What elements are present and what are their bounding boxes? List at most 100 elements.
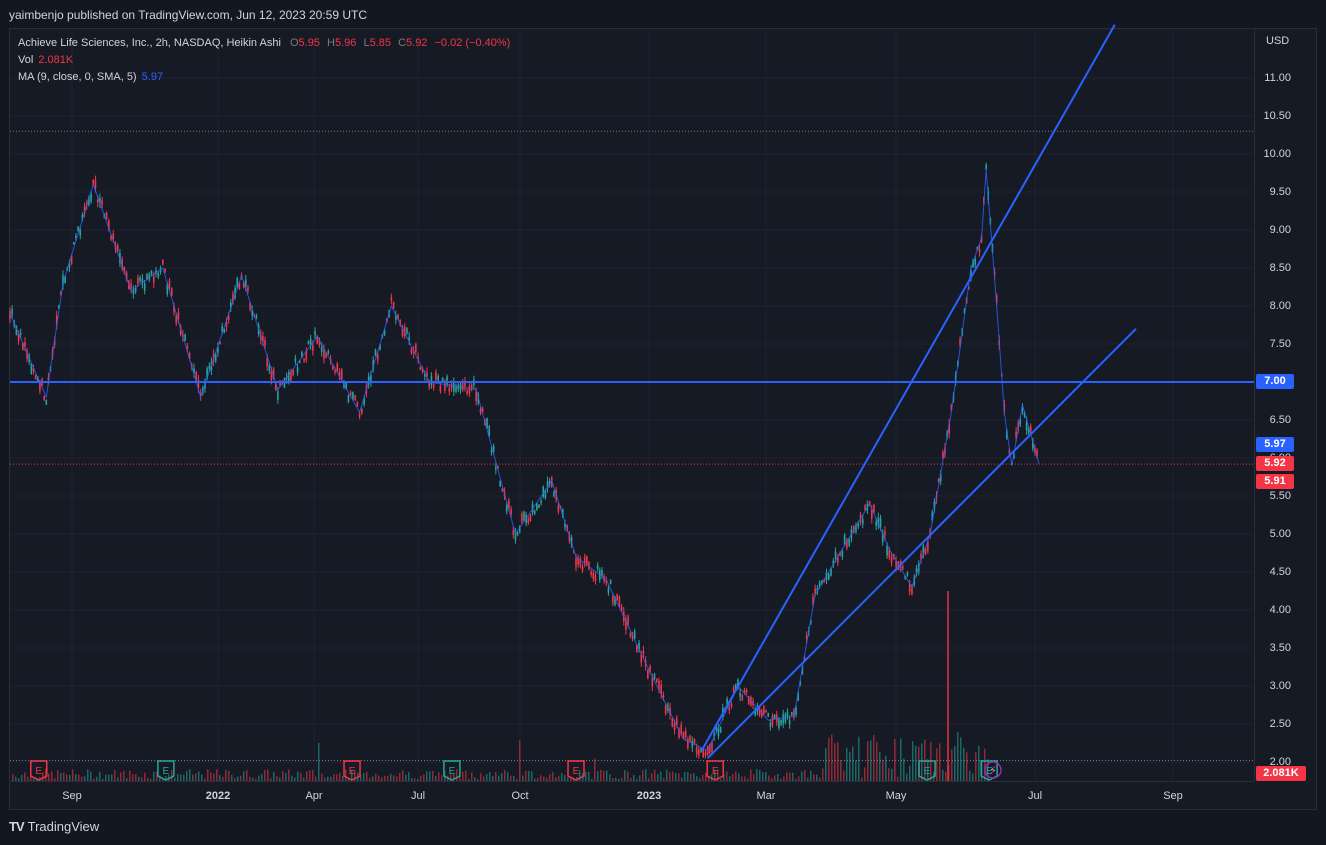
volume-bar [927,758,929,781]
candle-body [902,566,904,569]
candle-body [294,357,297,362]
volume-bar [753,774,755,781]
earnings-marker-label: E [986,766,993,777]
volume-bar [915,745,917,781]
volume-bar [606,770,608,781]
candle-body [693,738,696,745]
volume-bar [306,771,308,781]
volume-bar [831,734,833,781]
earnings-marker-icon [567,760,585,781]
volume-bar [207,769,209,781]
volume-bar [639,775,641,781]
volume-bar [408,772,410,781]
volume-bar [630,777,632,781]
candle-body [908,583,911,592]
price-tag[interactable]: 5.91 [1256,473,1294,489]
price-axis[interactable]: 11.00 10.50 10.00 9.50 9.00 8.50 8.00 7.50 7.00 6… [1254,29,1317,781]
legend-volume-row[interactable]: Vol 2.081K [18,52,510,69]
volume-bar [885,755,887,781]
candle-body [361,409,363,414]
volume-bar [384,775,386,781]
candle-body [444,381,446,391]
candle-body [763,706,765,714]
volume-bar [405,774,407,781]
volume-bar [303,777,305,781]
time-tick: Sep [62,790,82,802]
volume-tag[interactable]: 2.081K [1256,766,1306,781]
volume-bar [234,778,236,781]
candle-body [47,377,50,380]
volume-bar [891,768,893,781]
volume-bar [228,770,230,781]
volume-bar [699,778,701,781]
candle-body [354,395,356,401]
candle-body [915,567,918,575]
volume-bar [162,778,164,781]
candle-body [536,503,538,511]
volume-bar [555,777,557,781]
volume-bar [477,778,479,781]
candle-body [684,730,687,738]
footer-brand[interactable]: TradingView [27,819,100,834]
volume-bar [324,777,326,781]
candle-body [633,630,636,639]
candle-body [890,556,893,563]
candle-body [270,371,273,381]
time-tick: Mar [756,790,776,802]
candle-body [412,350,415,354]
volume-bar [117,777,119,781]
volume-bar [558,775,560,781]
candle-body [426,372,428,377]
candle-body [642,650,645,655]
price-tag[interactable]: 5.92 [1256,456,1294,472]
candle-body [150,270,153,276]
volume-bar [24,772,26,781]
volume-bar [966,752,968,781]
candle-body [374,349,377,356]
candle-body [214,354,217,361]
price-tick: 10.50 [1263,110,1291,122]
price-tick: 4.50 [1269,566,1291,578]
earnings-marker-label: E [349,766,356,777]
candle-body [594,575,597,582]
candle-body [927,541,929,551]
tradingview-logo-icon[interactable]: TV [9,819,25,834]
volume-bar [87,769,89,781]
volume-bar [147,777,149,781]
candle-body [739,692,741,697]
volume-bar [744,776,746,781]
price-tag[interactable]: 5.97 [1256,437,1294,453]
volume-bar [816,774,818,781]
volume-bar [654,769,656,781]
chart-panel[interactable] [9,28,1317,810]
candle-body [157,273,160,278]
open-label: O [289,37,299,49]
candle-body [312,345,314,351]
volume-bar [336,774,338,781]
price-tag[interactable]: 7.00 [1256,374,1294,389]
volume-bar [399,772,401,781]
volume-bar [777,773,779,781]
volume-bar [534,778,536,781]
time-axis[interactable]: Sep 2022 Apr Jul Oct 2023 Mar May Jul Sep [9,781,1254,810]
volume-bar [153,771,155,781]
volume-bar [390,773,392,781]
legend-ma-row[interactable]: MA (9, close, 0, SMA, 5) 5.97 [18,69,510,86]
volume-bar [570,776,572,781]
candle-body [920,554,922,560]
volume-bar [309,770,311,781]
candle-body [884,531,886,536]
close-value: 5.92 [406,37,428,49]
candle-body [978,248,981,253]
volume-bar [813,774,815,781]
currency-label[interactable]: USD [1266,35,1290,47]
volume-bar [129,770,131,781]
candle-body [782,714,785,724]
volume-bar [369,777,371,781]
candle-body [1021,407,1024,411]
legend-symbol-row[interactable]: Achieve Life Sciences, Inc., 2h, NASDAQ,… [18,35,510,52]
candle-body [937,478,940,483]
candle-body [309,338,312,346]
candle-body [166,284,169,295]
